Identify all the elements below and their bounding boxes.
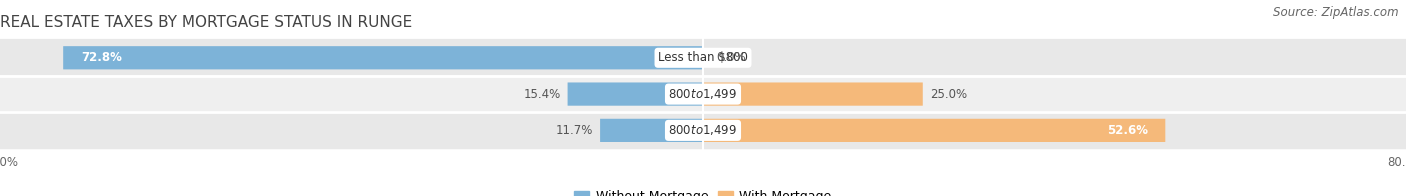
Text: 72.8%: 72.8%	[82, 51, 122, 64]
Text: Source: ZipAtlas.com: Source: ZipAtlas.com	[1274, 6, 1399, 19]
Text: 52.6%: 52.6%	[1107, 124, 1147, 137]
FancyBboxPatch shape	[600, 119, 703, 142]
FancyBboxPatch shape	[568, 83, 703, 106]
FancyBboxPatch shape	[703, 119, 1166, 142]
FancyBboxPatch shape	[703, 83, 922, 106]
Text: REAL ESTATE TAXES BY MORTGAGE STATUS IN RUNGE: REAL ESTATE TAXES BY MORTGAGE STATUS IN …	[0, 15, 412, 30]
Text: 0.0%: 0.0%	[716, 51, 745, 64]
Text: $800 to $1,499: $800 to $1,499	[668, 87, 738, 101]
FancyBboxPatch shape	[0, 75, 1406, 113]
Text: Less than $800: Less than $800	[658, 51, 748, 64]
Text: 15.4%: 15.4%	[523, 88, 561, 101]
FancyBboxPatch shape	[0, 39, 1406, 77]
Text: 11.7%: 11.7%	[555, 124, 593, 137]
FancyBboxPatch shape	[0, 112, 1406, 149]
Text: 25.0%: 25.0%	[929, 88, 967, 101]
FancyBboxPatch shape	[63, 46, 703, 69]
Legend: Without Mortgage, With Mortgage: Without Mortgage, With Mortgage	[569, 185, 837, 196]
Text: $800 to $1,499: $800 to $1,499	[668, 123, 738, 137]
